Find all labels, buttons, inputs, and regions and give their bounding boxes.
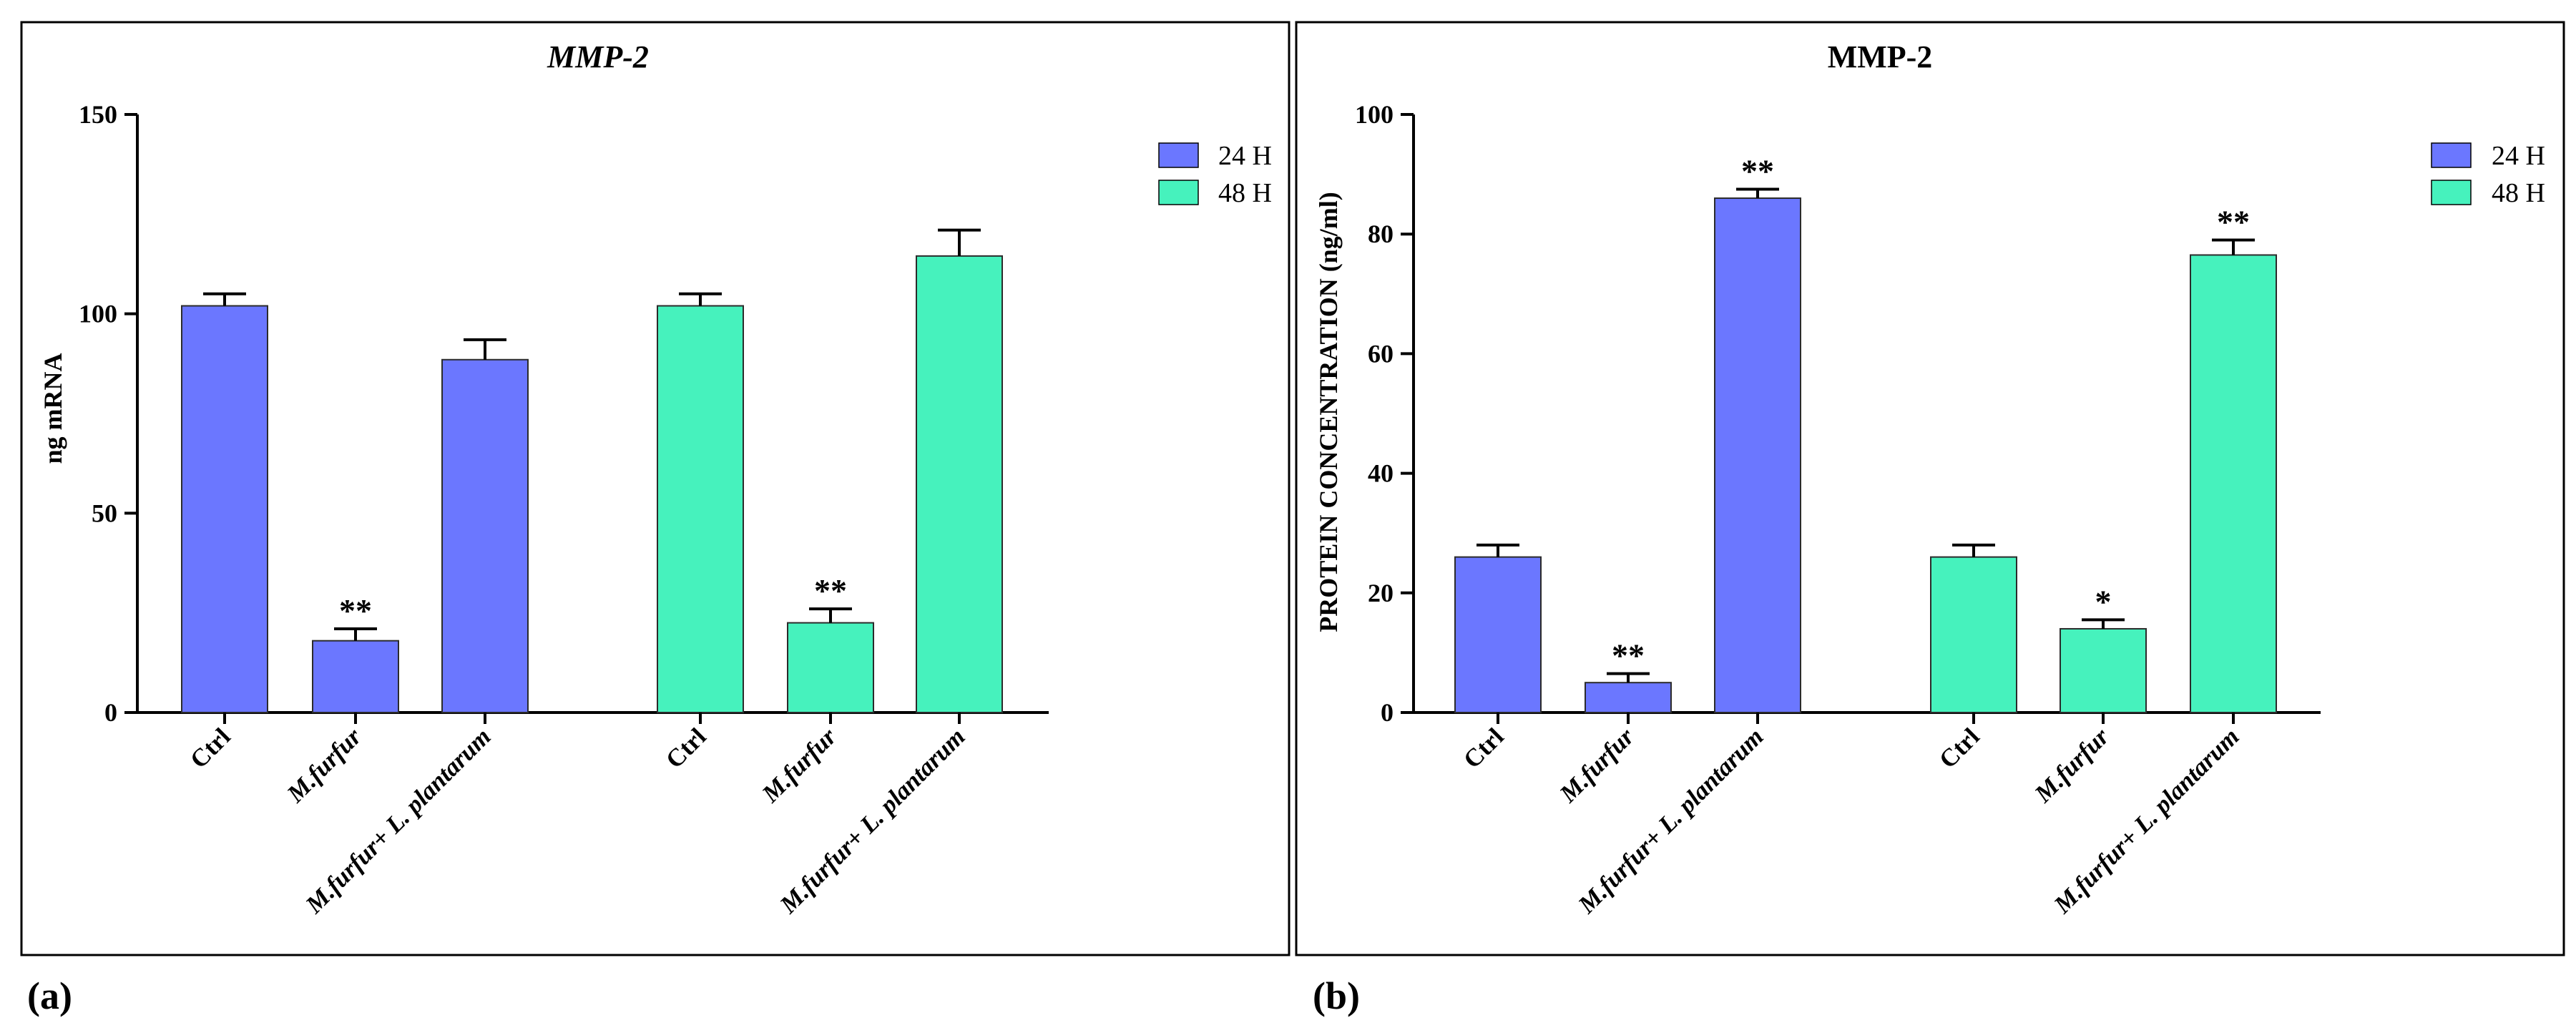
panel-b-legend: 24 H 48 H (2431, 141, 2545, 208)
panel-a-ylabel: ng mRNA (39, 353, 67, 464)
panel-a-significance-marker: ** (814, 572, 847, 609)
panel-b-y-tick-label: 20 (1368, 579, 1394, 607)
panel-a-legend-swatch-24h (1158, 142, 1199, 168)
panel-a-y-tick-label: 0 (104, 698, 117, 727)
panel-b-bar (1585, 682, 1672, 714)
panel-b-frame (1295, 21, 2565, 956)
panel-label-b: (b) (1313, 974, 1360, 1017)
panel-b-category-label: M.furfur (2029, 723, 2115, 808)
panel-b-category-label: M.furfur (1554, 723, 1640, 808)
panel-a-significance-marker: ** (339, 592, 372, 629)
panel-b-significance-marker: * (2095, 583, 2112, 620)
panel-a-legend: 24 H 48 H (1158, 141, 1272, 208)
panel-a-y-tick-label: 100 (79, 300, 117, 328)
panel-b-legend-label-48h: 48 H (2492, 178, 2545, 208)
panel-b-legend-label-24h: 24 H (2492, 141, 2545, 171)
panel-b-y-tick-label: 60 (1368, 339, 1394, 368)
panel-b-y-tick-label: 0 (1381, 698, 1394, 727)
panel-b-significance-marker: ** (1741, 153, 1774, 190)
panel-a-bar (441, 358, 529, 713)
panel-b-significance-marker: ** (1612, 637, 1645, 674)
panel-b-legend-swatch-24h (2431, 142, 2472, 168)
panel-a-bar (181, 305, 268, 713)
panel-b-title: MMP-2 (1828, 39, 1933, 74)
panel-a-bar (657, 305, 744, 713)
panel-b-legend-swatch-48h (2431, 180, 2472, 205)
panel-a-title: MMP-2 (547, 39, 649, 74)
panel-a-category-label: M.furfur (281, 723, 367, 808)
panel-a-legend-label-24h: 24 H (1218, 141, 1272, 171)
panel-b-ylabel: PROTEIN CONCENTRATION (ng/ml) (1314, 192, 1343, 632)
panel-b-bar (1454, 556, 1542, 714)
panel-a-frame (20, 21, 1291, 956)
panel-a-category-label: Ctrl (185, 723, 236, 774)
panel-b-significance-marker: ** (2217, 204, 2250, 240)
panel-a-bar (787, 622, 874, 713)
panel-b-bar (1930, 556, 2017, 714)
panel-b-bar (1714, 197, 1801, 714)
panel-b-category-label: Ctrl (1934, 723, 1985, 774)
panel-a-category-label: Ctrl (660, 723, 712, 774)
panel-a-bar (312, 640, 399, 713)
panel-b-bar (2190, 254, 2277, 713)
panel-a-legend-swatch-48h (1158, 180, 1199, 205)
panel-a-legend-label-48h: 48 H (1218, 178, 1272, 208)
panel-a-y-tick-label: 150 (79, 100, 117, 129)
panel-label-a: (a) (27, 974, 72, 1017)
panel-a-category-label: M.furfur (756, 723, 842, 808)
panel-b-y-tick-label: 80 (1368, 220, 1394, 248)
panel-b-y-tick-label: 100 (1355, 100, 1394, 129)
panel-b-category-label: Ctrl (1458, 723, 1509, 774)
panel-b-y-tick-label: 40 (1368, 459, 1394, 488)
panel-a-bar (916, 255, 1003, 713)
panel-b-bar (2060, 627, 2147, 714)
panel-a-y-tick-label: 50 (92, 499, 117, 527)
